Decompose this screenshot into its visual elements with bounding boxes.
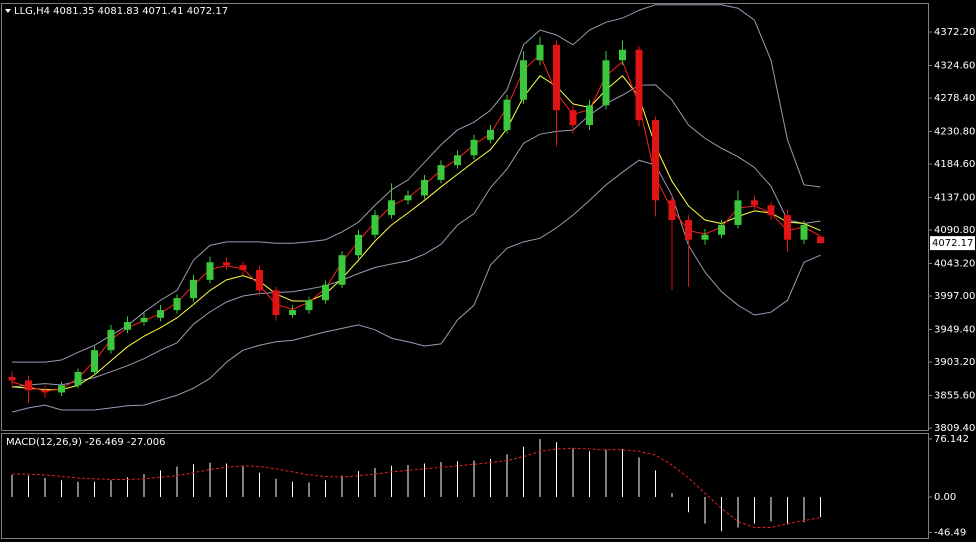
candle-body — [536, 44, 544, 61]
candle-body — [58, 385, 65, 393]
macd-pane — [1, 433, 929, 539]
candle-body — [404, 195, 412, 201]
y-tick-label: -46.49 — [934, 527, 966, 538]
candle-body — [437, 165, 445, 180]
candle-body — [388, 200, 395, 216]
y-tick-label: 4372.20 — [934, 27, 975, 38]
candle-body — [487, 129, 494, 140]
candle-body — [751, 200, 758, 206]
y-tick-label: 4137.00 — [934, 193, 975, 204]
candle-body — [520, 60, 527, 100]
overlay-line — [12, 4, 821, 363]
candle-body — [107, 329, 115, 351]
y-tick-label: 3997.00 — [934, 291, 975, 302]
candle-body — [421, 179, 428, 196]
candle-body — [322, 284, 329, 301]
y-tick-label: 4278.40 — [934, 93, 975, 104]
candle-body — [767, 205, 775, 216]
y-tick-label: 3809.40 — [934, 423, 975, 434]
candle-body — [206, 262, 214, 280]
candle-body — [190, 279, 197, 299]
candle-body — [602, 60, 610, 106]
candle-body — [652, 120, 659, 201]
candle-body — [371, 215, 379, 235]
candle-body — [91, 350, 98, 373]
candle-body — [41, 390, 49, 393]
price-pane — [1, 3, 929, 431]
y-tick-label: 0.00 — [934, 492, 956, 503]
y-tick-label: 3855.60 — [934, 391, 975, 402]
candle-body — [25, 380, 32, 391]
candle-body — [140, 317, 148, 323]
candle-body — [8, 376, 16, 381]
y-tick-label: 3903.20 — [934, 357, 975, 368]
candle-body — [256, 269, 263, 291]
candle-body — [355, 234, 362, 256]
candle-body — [817, 236, 824, 244]
candle-body — [272, 290, 280, 316]
candle-body — [718, 224, 725, 235]
candle-body — [289, 310, 296, 316]
overlay-line — [11, 84, 821, 388]
y-tick-label: 3949.40 — [934, 325, 975, 336]
y-tick-label: 4324.60 — [934, 61, 975, 72]
y-tick-label: 4043.20 — [934, 259, 975, 270]
candle-body — [668, 200, 676, 221]
candle-body — [305, 300, 313, 311]
candle-body — [239, 265, 247, 270]
price-title: LLG,H4 4081.35 4081.83 4071.41 4072.17 — [14, 6, 228, 17]
signal-line — [12, 447, 821, 528]
candle-body — [800, 224, 808, 240]
y-tick-label: 4090.80 — [934, 225, 975, 236]
candle-body — [470, 139, 478, 156]
candle-body — [635, 49, 643, 121]
candle-body — [685, 220, 692, 240]
candle-body — [784, 215, 791, 240]
candle-body — [157, 310, 164, 318]
candle-body — [454, 155, 461, 166]
y-tick-label: 76.142 — [934, 434, 969, 445]
candle-body — [619, 49, 626, 61]
candle-body — [503, 99, 511, 130]
candle-body — [569, 110, 577, 126]
candle-body — [173, 298, 181, 311]
candle-body — [701, 234, 709, 240]
candle-body — [586, 105, 593, 126]
price-box — [930, 236, 975, 251]
price-box-label: 4072.17 — [932, 238, 973, 249]
candle-body — [223, 262, 230, 266]
candle-body — [553, 44, 560, 111]
candle-body — [734, 200, 742, 225]
candle-body — [74, 372, 82, 386]
menu-triangle[interactable] — [5, 9, 11, 13]
candle-body — [338, 255, 346, 285]
candle-body — [124, 322, 131, 330]
macd-title: MACD(12,26,9) -26.469 -27.006 — [6, 437, 166, 448]
y-tick-label: 4230.80 — [934, 127, 975, 138]
overlay-line — [11, 75, 821, 391]
y-tick-label: 4184.60 — [934, 159, 975, 170]
